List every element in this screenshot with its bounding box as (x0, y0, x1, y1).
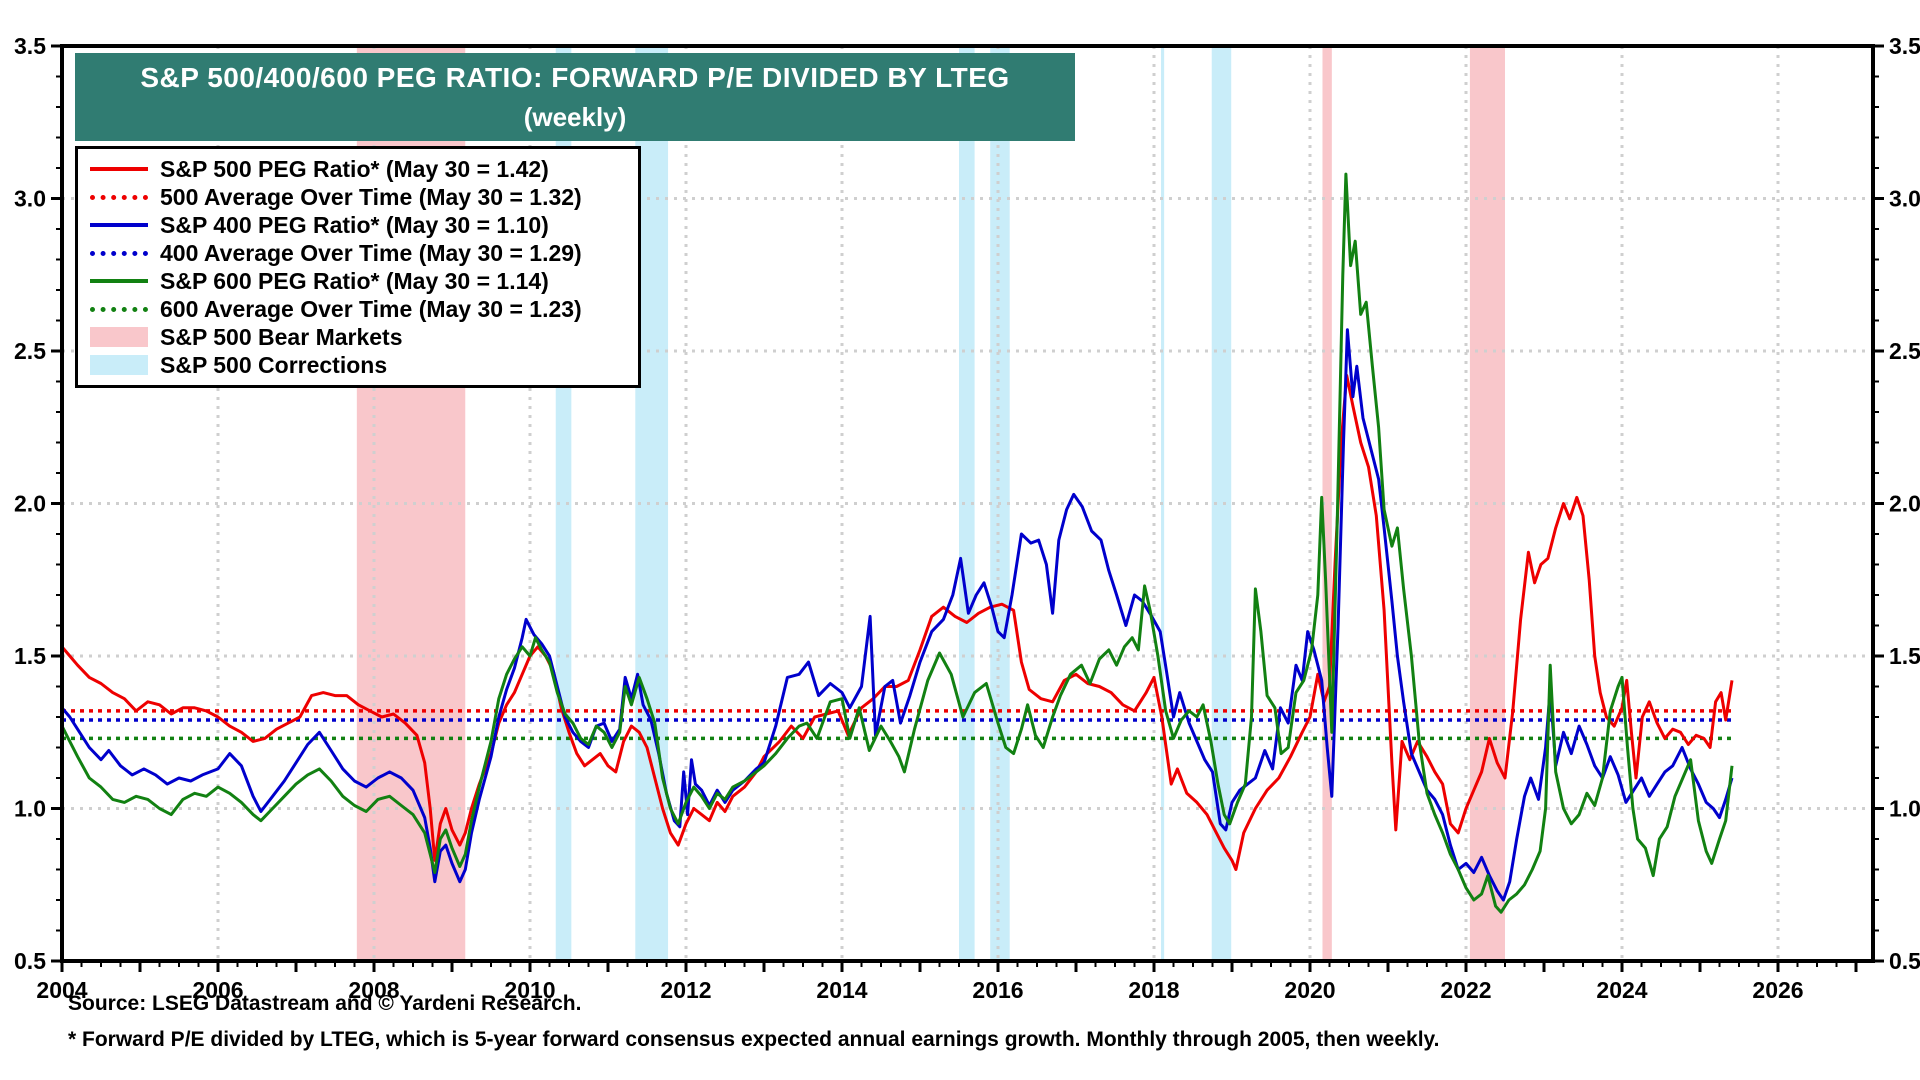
legend-line-swatch (90, 167, 148, 171)
x-tick-label: 2024 (1596, 977, 1647, 1003)
legend-label: 500 Average Over Time (May 30 = 1.32) (160, 183, 582, 210)
legend-label: 600 Average Over Time (May 30 = 1.23) (160, 295, 582, 322)
legend-item-2: S&P 400 PEG Ratio* (May 30 = 1.10) (90, 211, 638, 239)
x-tick-label: 2008 (348, 977, 399, 1003)
x-tick-label: 2026 (1752, 977, 1803, 1003)
y-tick-label-right: 3.0 (1889, 186, 1920, 212)
correction-band (1211, 46, 1232, 961)
legend-item-7: S&P 500 Corrections (90, 351, 638, 379)
x-tick-label: 2010 (504, 977, 555, 1003)
y-tick-label-left: 0.5 (14, 948, 46, 974)
legend-line-swatch (90, 223, 148, 227)
x-tick-label: 2022 (1440, 977, 1491, 1003)
legend-item-3: 400 Average Over Time (May 30 = 1.29) (90, 239, 638, 267)
y-tick-label-left: 1.5 (14, 643, 46, 669)
y-tick-label-left: 2.0 (14, 491, 46, 517)
legend-label: 400 Average Over Time (May 30 = 1.29) (160, 239, 582, 266)
series-line-1 (62, 328, 1734, 902)
y-tick-label-left: 1.0 (14, 796, 46, 822)
y-tick-label-right: 3.5 (1889, 33, 1920, 59)
x-tick-label: 2014 (816, 977, 867, 1003)
legend-item-4: S&P 600 PEG Ratio* (May 30 = 1.14) (90, 267, 638, 295)
legend-line-swatch (90, 194, 148, 200)
chart-subtitle: (weekly) (523, 101, 627, 132)
correction-band (959, 46, 975, 961)
chart-title-box: S&P 500/400/600 PEG RATIO: FORWARD P/E D… (75, 53, 1075, 141)
y-tick-label-right: 2.0 (1889, 491, 1920, 517)
legend-line-swatch (90, 250, 148, 256)
legend-line-swatch (90, 279, 148, 283)
legend-label: S&P 600 PEG Ratio* (May 30 = 1.14) (160, 267, 549, 294)
y-tick-label-left: 2.5 (14, 338, 46, 364)
legend-line-swatch (90, 306, 148, 312)
bear-market-band (1322, 46, 1332, 961)
legend-label: S&P 400 PEG Ratio* (May 30 = 1.10) (160, 211, 549, 238)
y-tick-label-right: 2.5 (1889, 338, 1920, 364)
y-tick-label-right: 1.5 (1889, 643, 1920, 669)
legend-band-swatch (90, 327, 148, 347)
footnote-text: * Forward P/E divided by LTEG, which is … (68, 1028, 1440, 1051)
x-tick-label: 2012 (660, 977, 711, 1003)
legend-item-6: S&P 500 Bear Markets (90, 323, 638, 351)
y-tick-label-right: 0.5 (1889, 948, 1920, 974)
legend-band-swatch (90, 355, 148, 375)
legend-label: S&P 500 PEG Ratio* (May 30 = 1.42) (160, 155, 549, 182)
x-tick-label: 2020 (1284, 977, 1335, 1003)
y-tick-label-left: 3.0 (14, 186, 46, 212)
x-tick-label: 2006 (192, 977, 243, 1003)
legend: S&P 500 PEG Ratio* (May 30 = 1.42) 500 Av… (75, 146, 641, 388)
y-tick-label-right: 1.0 (1889, 796, 1920, 822)
legend-label: S&P 500 Corrections (160, 351, 388, 378)
series-line-0 (62, 373, 1734, 871)
legend-item-0: S&P 500 PEG Ratio* (May 30 = 1.42) (90, 155, 638, 183)
legend-item-1: 500 Average Over Time (May 30 = 1.32) (90, 183, 638, 211)
y-tick-label-left: 3.5 (14, 33, 46, 59)
source-text: Source: LSEG Datastream and © Yardeni Re… (68, 992, 582, 1015)
legend-item-5: 600 Average Over Time (May 30 = 1.23) (90, 295, 638, 323)
x-tick-label: 2016 (972, 977, 1023, 1003)
x-tick-label: 2004 (36, 977, 87, 1003)
series-line-2 (62, 172, 1734, 914)
chart-title: S&P 500/400/600 PEG RATIO: FORWARD P/E D… (140, 61, 1010, 93)
legend-label: S&P 500 Bear Markets (160, 323, 403, 350)
x-tick-label: 2018 (1128, 977, 1179, 1003)
